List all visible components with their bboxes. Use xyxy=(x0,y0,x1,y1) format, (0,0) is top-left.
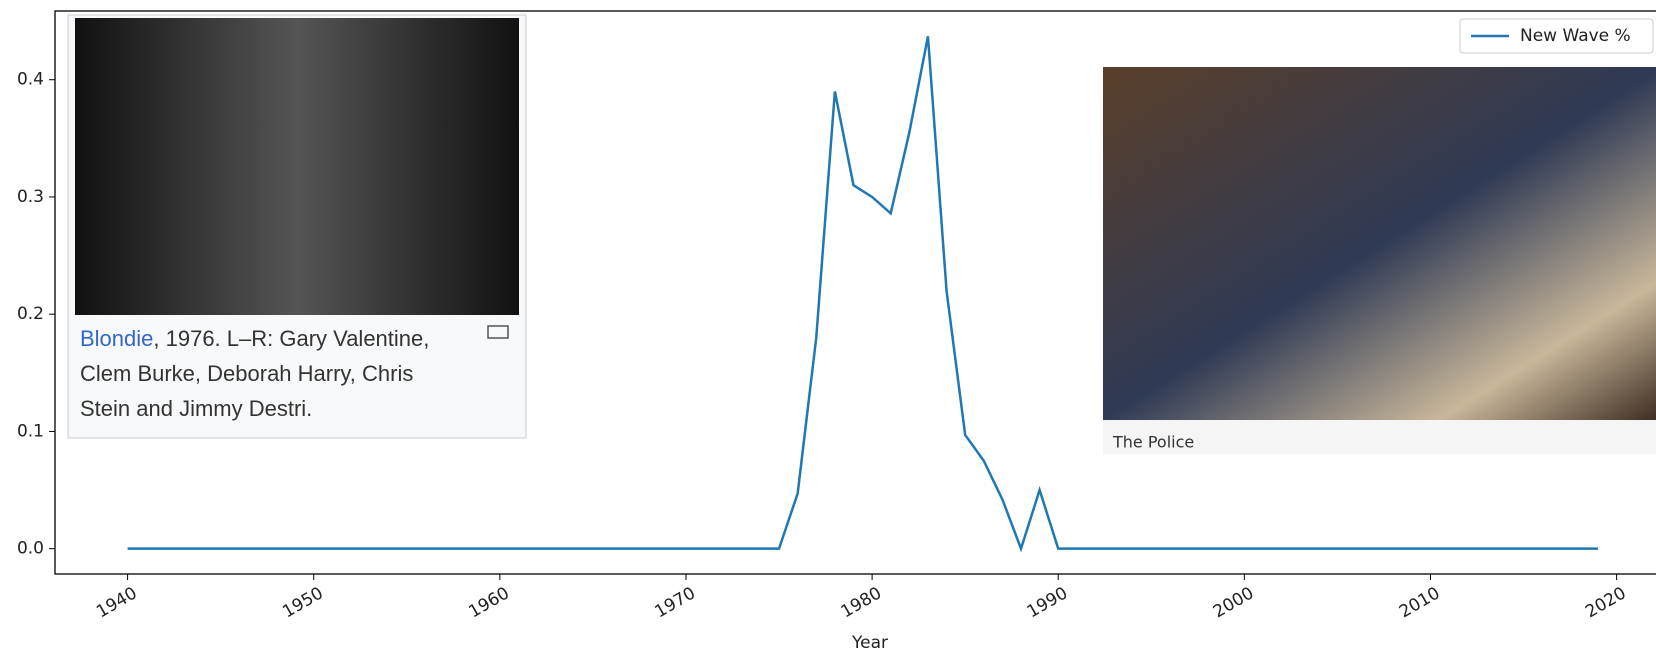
caption-line: Stein and Jimmy Destri. xyxy=(80,396,312,421)
police-image: The Police xyxy=(1103,67,1656,454)
axes-frame xyxy=(54,10,1656,575)
caption-line: Blondie, 1976. L–R: Gary Valentine, xyxy=(80,326,429,351)
photo xyxy=(75,18,519,315)
photo xyxy=(1103,67,1656,420)
caption-text: , 1976. L–R: Gary Valentine, xyxy=(153,326,429,351)
y-tick-label: 0.4 xyxy=(17,70,44,90)
x-tick-label: 1960 xyxy=(465,583,512,622)
x-tick-label: 2000 xyxy=(1210,583,1257,622)
legend-label: New Wave % xyxy=(1520,26,1631,46)
x-tick-label: 1990 xyxy=(1024,583,1071,622)
x-tick-label: 1940 xyxy=(93,583,140,622)
x-tick-label: 1950 xyxy=(279,583,326,622)
y-tick-label: 0.0 xyxy=(17,539,44,559)
x-axis-label: Year xyxy=(851,633,888,653)
blondie-image: Blondie, 1976. L–R: Gary Valentine, Clem… xyxy=(67,14,527,439)
x-tick-label: 1980 xyxy=(838,583,885,622)
y-tick-label: 0.3 xyxy=(17,187,44,207)
enlarge-icon xyxy=(487,325,509,339)
caption-link[interactable]: Blondie xyxy=(80,326,153,351)
legend-box xyxy=(1459,18,1654,54)
legend: New Wave % xyxy=(1459,18,1654,54)
x-tick-label: 1970 xyxy=(652,583,699,622)
x-tick-label: 2010 xyxy=(1396,583,1443,622)
caption-line: The Police xyxy=(1112,433,1194,452)
series-line xyxy=(127,36,1598,553)
y-tick-label: 0.1 xyxy=(17,421,44,441)
x-tick-label: 2020 xyxy=(1582,583,1629,622)
caption-line: Clem Burke, Deborah Harry, Chris xyxy=(80,361,413,386)
y-tick-label: 0.2 xyxy=(17,304,44,324)
